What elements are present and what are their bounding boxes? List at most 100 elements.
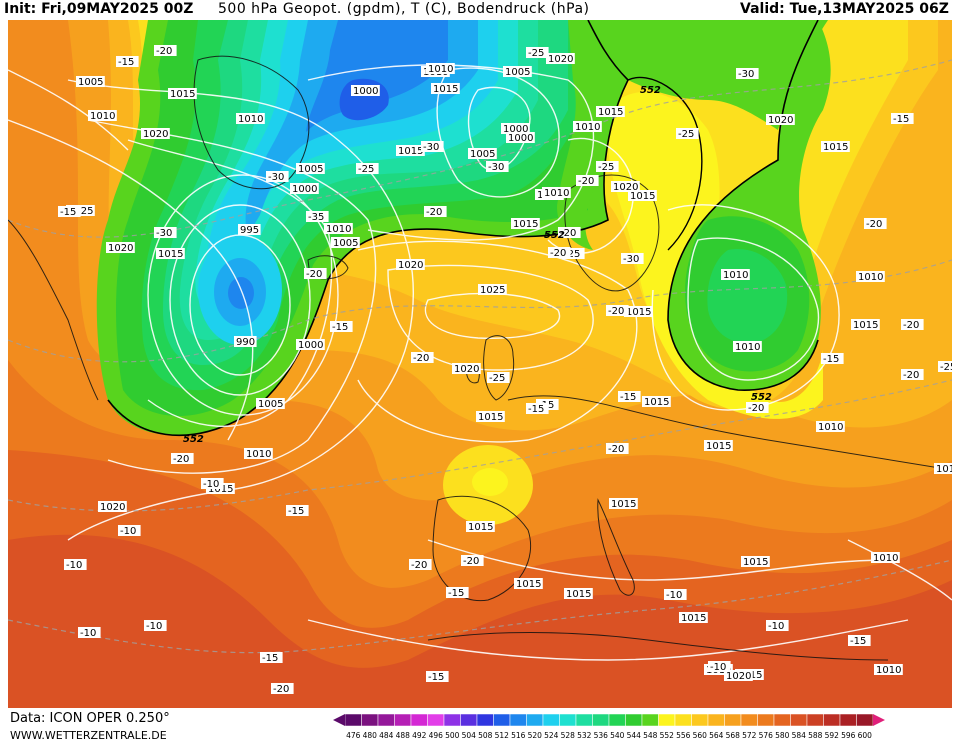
temperature-label-bg-47 [901,319,924,330]
scale-swatch-c524 [542,713,560,727]
temperature-label-text-18: -25 [564,249,580,260]
temperature-label-bg-31 [171,453,194,464]
temperature-label-text-23: -30 [623,254,639,265]
temperature-label-bg-7 [421,141,444,152]
temperature-label-32: -10 [201,478,224,490]
temperature-label-text-30: -20 [903,370,919,381]
weather-map-canvas: 1005101010201015101010251020101599510051… [8,20,952,708]
pressure-label-bg-20 [431,83,460,94]
isoline-label-1: 552 [640,85,661,96]
pressure-label-text-50: 1015 [743,557,768,568]
pressure-label-text-20: 1015 [433,84,458,95]
pressure-label-text-21: 1010 [428,64,453,75]
temperature-label-text-16: -20 [560,228,576,239]
scale-label-600: 600 [858,731,873,740]
temperature-label-2: -15 [58,206,81,218]
isobar-1005-north [436,67,560,198]
pressure-label-21: 1010 [426,63,455,75]
pressure-label-text-11: 1010 [326,224,351,235]
scale-swatch-c540 [608,713,626,727]
temperature-label-bg-41 [461,555,484,566]
pressure-label-bg-14 [296,339,325,350]
temperature-label-0: -15 [116,56,139,68]
scale-label-560: 560 [693,731,708,740]
scale-swatch-c536 [592,713,610,727]
isotherm-line-2 [8,259,952,363]
pressure-label-bg-42 [721,269,750,280]
isobar-1015-med [427,539,889,581]
coastline-italy [597,498,635,596]
temperature-label-bg-40 [409,559,432,570]
pressure-label-text-42: 1010 [723,270,748,281]
pressure-label-text-45: 1010 [735,342,760,353]
scale-swatch-c476 [344,713,362,727]
temperature-label-bg-42 [446,587,469,598]
temperature-label-8: -25 [526,47,549,59]
pressure-label-bg-51 [564,588,593,599]
pressure-label-bg-61 [506,132,535,143]
pressure-label-text-8: 995 [240,225,259,236]
pressure-label-18: 1020 [98,501,127,513]
temperature-label-bg-36 [78,627,101,638]
pressure-label-text-7: 1015 [158,249,183,260]
pressure-label-bg-36 [624,306,653,317]
pressure-label-bg-6 [106,242,135,253]
pressure-label-text-51: 1015 [566,589,591,600]
pressure-label-46: 1010 [816,421,845,433]
temperature-label-bg-19 [576,175,599,186]
temperature-label-bg-25 [618,391,641,402]
data-source-label: Data: ICON OPER 0.250° [10,711,170,726]
color-scale-legend: 476 480 484 488 492 496 500 504 508 512 516 520 524 5… [333,713,885,740]
temperature-label-19: -20 [576,175,599,187]
temperature-label-23: -30 [621,253,644,265]
temperature-label-text-33: -10 [120,526,136,537]
temperature-label-text-7: -30 [423,142,439,153]
map-footer: Data: ICON OPER 0.250° WWW.WETTERZENTRAL… [0,708,959,742]
temperature-label-bg-50 [426,671,449,682]
pressure-label-bg-16 [244,448,273,459]
scale-label-528: 528 [561,731,576,740]
pressure-label-40: 1020 [766,114,795,126]
pressure-label-28: 1015 [596,106,625,118]
scale-label-544: 544 [627,731,642,740]
temperature-label-bg-1 [154,45,177,56]
pressure-label-25: 1005 [468,148,497,160]
isobar-1010-east [687,237,820,381]
temperature-label-47: -20 [901,319,924,331]
pressure-label-bg-24 [501,123,530,134]
pressure-label-text-52: 1015 [611,499,636,510]
pressure-label-bg-56 [679,612,708,623]
pressure-label-8: 995 [238,224,261,236]
temperature-label-bg-27 [891,113,914,124]
scale-label-504: 504 [462,731,477,740]
pressure-label-bg-44 [851,319,880,330]
pressure-label-text-38: 1015 [478,412,503,423]
temperature-label-text-1: -20 [156,46,172,57]
scale-label-492: 492 [412,731,427,740]
isoline-label-0: 552 [183,434,204,445]
scale-label-556: 556 [676,731,691,740]
temperature-label-bg-12 [424,206,447,217]
pressure-label-bg-4 [236,113,265,124]
pressure-label-text-54: 1020 [613,182,638,193]
temperature-label-text-25: -15 [620,392,636,403]
scale-swatch-c480 [361,713,379,727]
temperature-label-49: -20 [606,443,629,455]
temperature-label-bg-17 [411,352,434,363]
scale-swatch-c512 [493,713,511,727]
pressure-label-text-35: 1015 [630,191,655,202]
temperature-label-17: -20 [411,352,434,364]
pressure-label-bg-50 [741,556,770,567]
scale-swatch-c576 [757,713,775,727]
temperature-label-45: -10 [708,661,731,673]
temperature-label-21: -20 [548,247,571,259]
scale-label-596: 596 [841,731,856,740]
pressure-label-bg-26 [396,145,425,156]
pressure-label-text-32: 1020 [454,364,479,375]
temperature-label-12: -20 [424,206,447,218]
temperature-label-bg-15 [330,321,353,332]
temperature-label-text-28: -20 [866,219,882,230]
temperature-label-37: -10 [144,620,167,632]
scale-swatch-c600 [856,713,874,727]
coastline-north-america [8,219,99,401]
